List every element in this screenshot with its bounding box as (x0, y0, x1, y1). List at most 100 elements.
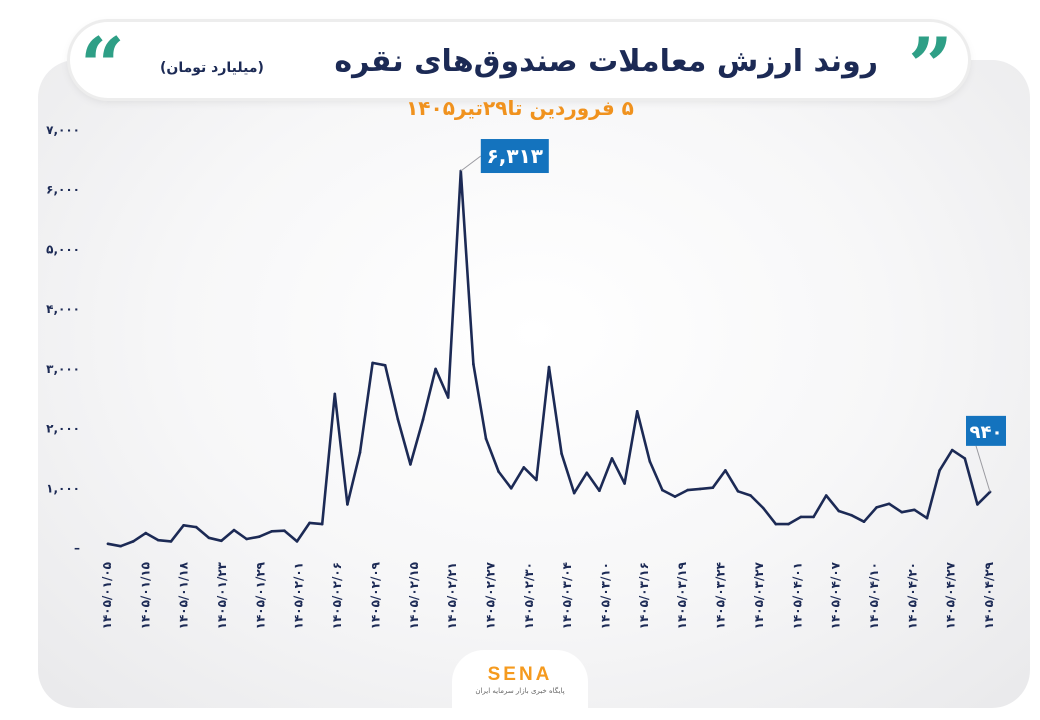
x-tick-label: ۱۴۰۵/۰۱/۰۵ (100, 562, 114, 629)
x-tick-label: ۱۴۰۵/۰۴/۲۹ (982, 561, 996, 629)
data-point (913, 508, 916, 512)
x-tick-label: ۱۴۰۵/۰۲/۲۱ (445, 562, 459, 629)
x-tick-label: ۱۴۰۵/۰۴/۲۷ (944, 561, 958, 629)
data-point (736, 490, 740, 493)
data-point (484, 437, 488, 441)
logo-tagline: پایگاه خبری بازار سرمایه ایران (475, 687, 565, 695)
data-point (837, 509, 841, 513)
callout-box (480, 139, 549, 174)
data-point (925, 516, 929, 520)
data-point (522, 466, 526, 469)
data-point (598, 489, 601, 493)
data-point (535, 478, 538, 482)
data-point (900, 510, 904, 514)
data-point (421, 418, 425, 421)
x-tick-label: ۱۴۰۵/۰۴/۲۰ (905, 562, 919, 629)
x-tick-label: ۱۴۰۵/۰۱/۲۳ (215, 561, 229, 629)
x-tick-label: ۱۴۰۵/۰۲/۳۰ (522, 562, 536, 629)
data-point (295, 540, 299, 543)
chart-unit: (میلیارد تومان) (160, 60, 264, 76)
data-point (950, 448, 954, 452)
chart-subtitle: ۵ فروردین تا۲۹تیر۱۴۰۵ (406, 96, 634, 120)
data-point (585, 471, 589, 475)
series-line (106, 169, 992, 548)
x-tick-label: ۱۴۰۵/۰۱/۲۹ (253, 561, 267, 629)
data-point (724, 469, 727, 472)
data-point (749, 494, 752, 497)
data-point (547, 365, 551, 369)
data-point (711, 486, 715, 490)
data-point (850, 513, 853, 517)
data-point (862, 520, 866, 523)
x-tick-label: ۱۴۰۵/۰۳/۲۷ (752, 561, 766, 629)
x-tick-label: ۱۴۰۵/۰۲/۲۷ (483, 561, 497, 629)
data-point (661, 488, 664, 492)
data-point (623, 482, 626, 485)
x-tick-label: ۱۴۰۵/۰۳/۰۴ (560, 562, 574, 629)
data-point (320, 522, 324, 526)
x-tick-label: ۱۴۰۵/۰۱/۱۵ (138, 562, 152, 629)
callout-box (966, 415, 1006, 446)
data-point (497, 470, 500, 473)
data-point (409, 463, 412, 466)
data-point (446, 396, 450, 399)
data-point (346, 503, 349, 506)
y-tick-label: ۴,۰۰۰ (46, 302, 80, 316)
data-point (560, 452, 563, 456)
data-point (824, 494, 828, 497)
title-banner (70, 22, 968, 98)
data-point (774, 522, 778, 526)
x-tick-label: ۱۴۰۵/۰۳/۱۹ (675, 561, 689, 629)
data-point (963, 457, 967, 460)
data-point (610, 457, 614, 460)
x-tick-label: ۱۴۰۵/۰۳/۲۴ (714, 562, 728, 629)
data-point (799, 515, 803, 519)
data-point (635, 410, 639, 413)
data-point (144, 531, 148, 535)
data-point (812, 515, 815, 519)
data-point (648, 460, 652, 463)
quote-close-icon: ” (908, 21, 953, 112)
data-point (698, 487, 702, 491)
data-point (976, 503, 979, 506)
data-point (220, 539, 223, 543)
x-tick-label: ۱۴۰۵/۰۴/۰۱ (790, 562, 804, 629)
data-point (509, 487, 513, 490)
data-point (787, 522, 790, 526)
data-point (207, 536, 211, 540)
sena-logo: SENA پایگاه خبری بازار سرمایه ایران (452, 650, 588, 714)
data-point (371, 361, 374, 365)
data-point (232, 528, 236, 532)
chart-title: روند ارزش معاملات صندوق‌های نقره (334, 44, 878, 79)
x-tick-label: ۱۴۰۵/۰۴/۱۰ (867, 562, 881, 629)
x-tick-label: ۱۴۰۵/۰۲/۰۹ (368, 561, 382, 629)
x-tick-label: ۱۴۰۵/۰۴/۰۷ (829, 561, 843, 629)
logo-wordmark: SENA (487, 664, 553, 685)
callout-leader (975, 445, 991, 493)
data-point (938, 469, 941, 472)
y-tick-label: – (74, 541, 80, 555)
x-tick-label: ۱۴۰۵/۰۳/۱۶ (637, 562, 651, 629)
data-point (358, 451, 362, 454)
y-tick-label: ۳,۰۰۰ (46, 362, 80, 376)
callout-label: ۶,۳۱۳ (487, 144, 543, 168)
data-point (761, 506, 765, 510)
data-point (106, 542, 110, 546)
data-point (383, 364, 387, 367)
data-point (396, 417, 400, 421)
y-tick-label: ۲,۰۰۰ (46, 422, 80, 436)
data-point (119, 544, 122, 548)
data-point (257, 535, 261, 538)
data-point (875, 506, 878, 509)
x-tick-label: ۱۴۰۵/۰۲/۰۱ (292, 562, 306, 629)
y-tick-label: ۱,۰۰۰ (46, 481, 80, 495)
data-point (270, 530, 274, 533)
data-point (131, 540, 135, 543)
data-point (283, 529, 286, 532)
data-point (887, 502, 891, 506)
callout-leader (460, 155, 482, 172)
callout-label: ۹۴۰ (970, 422, 1003, 443)
data-point (434, 367, 437, 371)
data-point (333, 392, 337, 396)
